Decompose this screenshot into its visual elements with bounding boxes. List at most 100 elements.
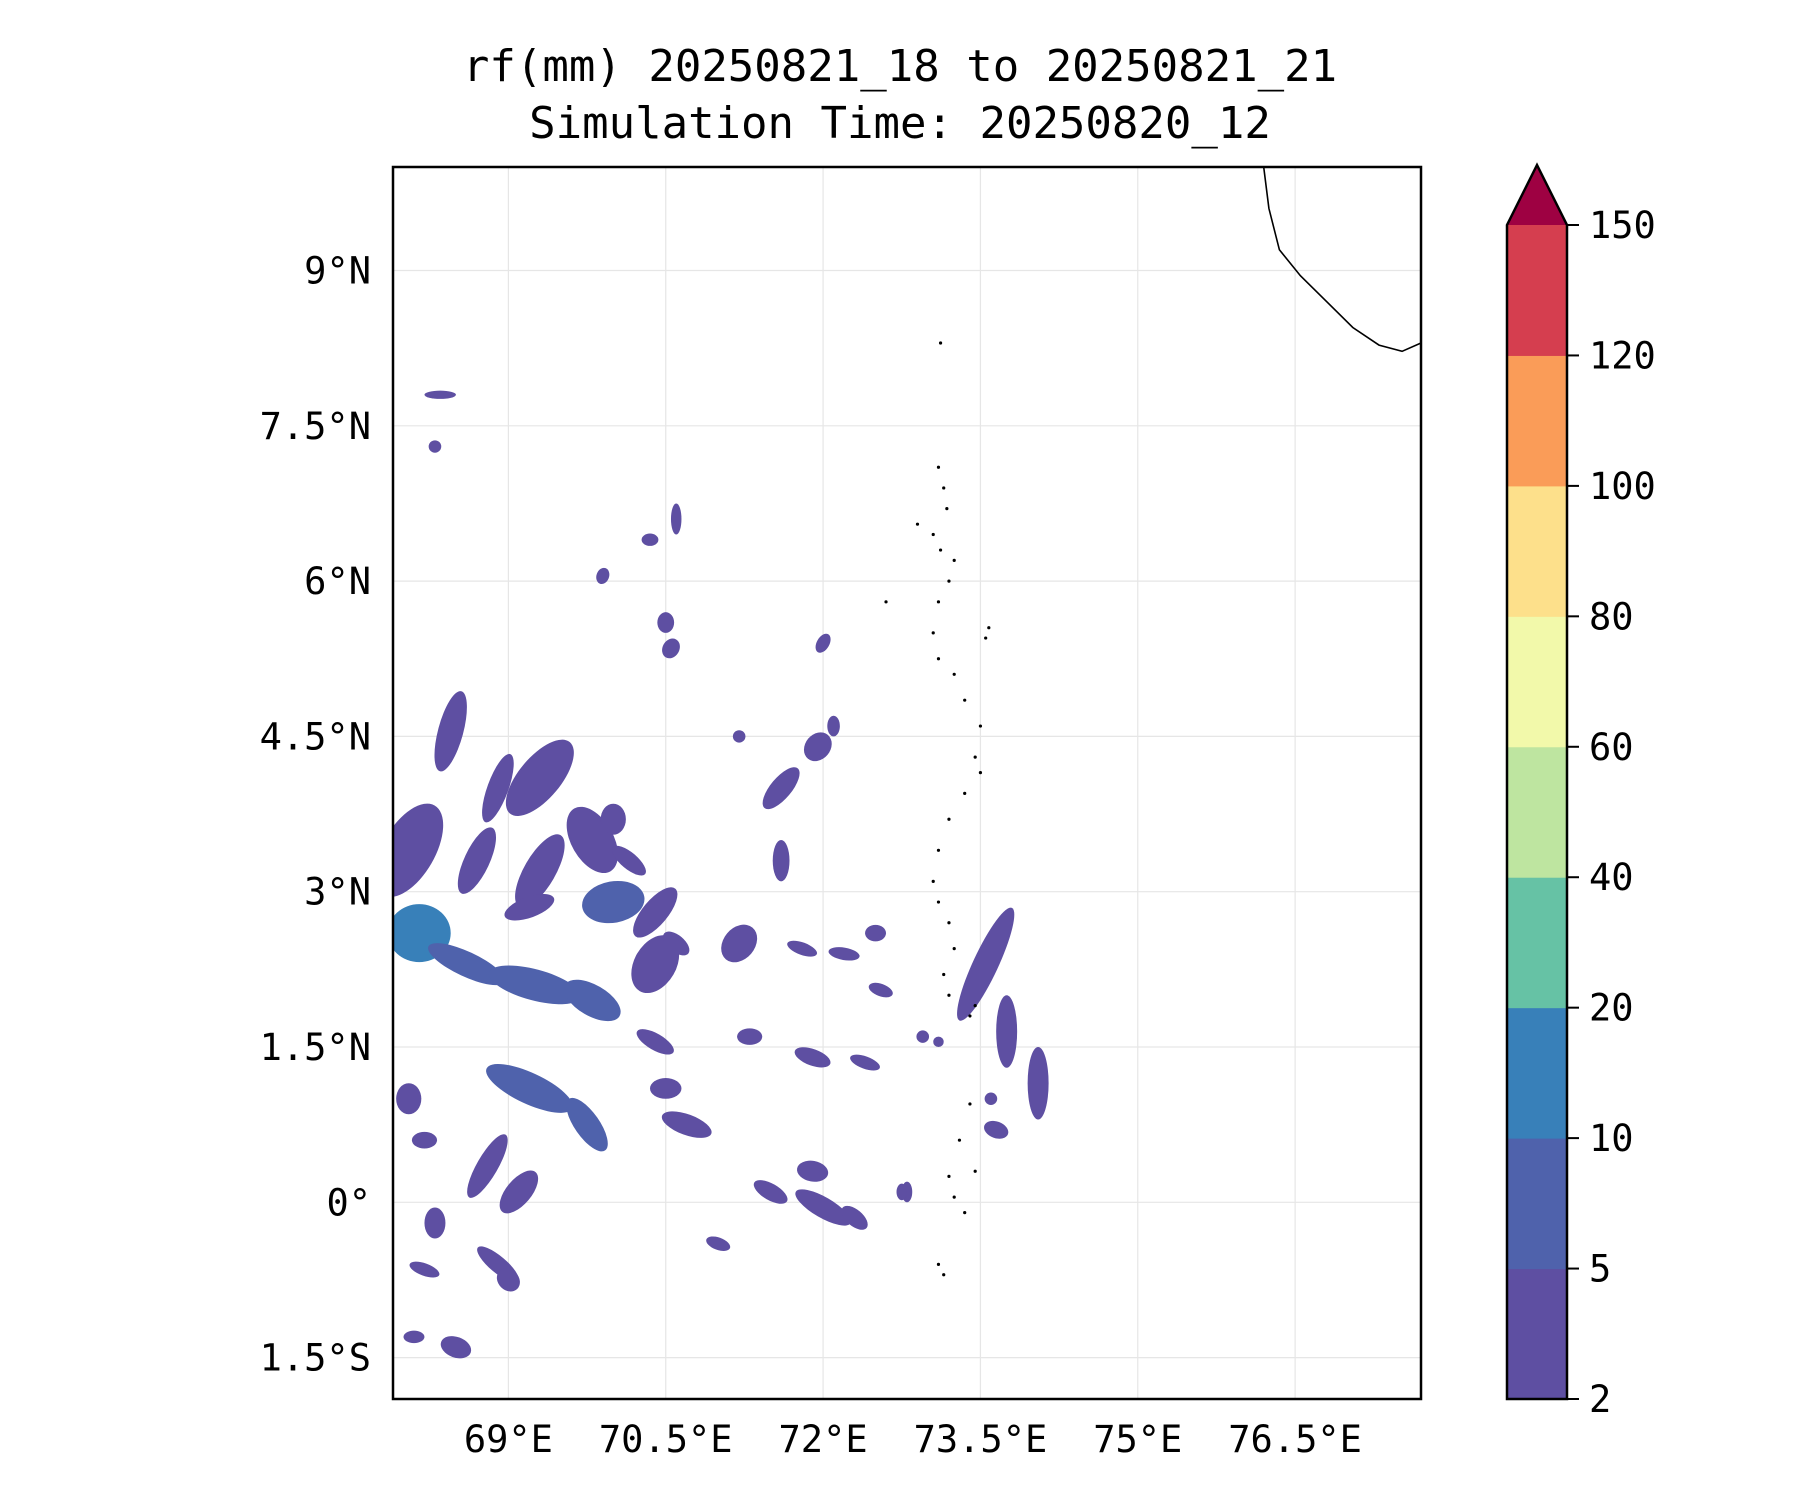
- lat-tick-label: 1.5°N: [260, 1026, 371, 1069]
- rain-cell: [612, 845, 646, 876]
- lon-tick-label: 75°E: [1093, 1418, 1182, 1461]
- lat-tick-label: 1.5°S: [260, 1337, 371, 1380]
- colorbar-extend-triangle: [1507, 165, 1567, 225]
- atoll-outline: [947, 921, 951, 925]
- colorbar-tick-label: 2: [1589, 1378, 1611, 1421]
- coastline-india: [1262, 167, 1421, 353]
- longitude-ticks: 69°E 70.5°E 72°E 73.5°E 75°E 76.5°E: [464, 1418, 1362, 1461]
- lon-tick-label: 70.5°E: [599, 1418, 733, 1461]
- colorbar-tick-label: 20: [1589, 987, 1634, 1030]
- atoll-outline: [968, 1102, 972, 1106]
- rain-cell: [795, 1189, 851, 1226]
- colorbar-segment: [1507, 1268, 1567, 1400]
- atoll-outline: [968, 1014, 972, 1018]
- colorbar-frame: [1505, 162, 1569, 1401]
- rain-cell: [815, 633, 831, 653]
- rain-cell: [661, 1111, 712, 1138]
- colorbar-segment: [1507, 355, 1567, 487]
- rain-cell: [457, 827, 497, 894]
- atoll-outline: [963, 698, 967, 702]
- atoll-outline: [936, 1262, 941, 1267]
- lon-tick-label: 72°E: [779, 1418, 868, 1461]
- rain-cell: [657, 612, 675, 633]
- atoll-outline: [978, 724, 983, 728]
- lat-tick-label: 9°N: [304, 250, 371, 293]
- rain-cell: [499, 1170, 539, 1214]
- rain-cell: [753, 1180, 788, 1204]
- lat-tick-label: 6°N: [304, 560, 371, 603]
- map-frame: [391, 165, 1423, 1401]
- atoll-outline: [931, 532, 935, 537]
- colorbar-segment: [1507, 616, 1567, 748]
- rain-cell: [827, 715, 840, 737]
- rain-cell: [841, 1205, 868, 1230]
- atoll-outline: [936, 465, 941, 469]
- rain-cell: [411, 1131, 438, 1149]
- atoll-outline: [942, 1273, 946, 1277]
- lat-tick-label: 4.5°N: [260, 715, 371, 758]
- rain-cell: [663, 931, 690, 956]
- colorbar-tick-label: 120: [1589, 334, 1656, 377]
- rain-cell: [828, 947, 860, 961]
- atoll-outline: [963, 791, 967, 795]
- colorbar-tick-label: 80: [1589, 595, 1634, 638]
- lon-tick-label: 76.5°E: [1228, 1418, 1362, 1461]
- atoll-outline: [942, 486, 946, 490]
- lon-tick-label: 69°E: [464, 1418, 553, 1461]
- lon-tick-label: 73.5°E: [914, 1418, 1048, 1461]
- rain-cell: [996, 995, 1018, 1068]
- atoll-outline: [947, 1174, 951, 1179]
- colorbar-segment: [1507, 877, 1567, 1009]
- colorbar-tick-label: 100: [1589, 465, 1656, 508]
- rain-cell: [393, 803, 444, 898]
- atoll-outline: [987, 626, 991, 630]
- colorbar-segment: [1507, 746, 1567, 878]
- atoll-outline: [936, 657, 941, 661]
- rain-cell: [504, 894, 555, 921]
- atoll-outline: [931, 879, 935, 883]
- colorbar-tick-label: 5: [1589, 1248, 1611, 1291]
- rain-cell: [482, 753, 514, 823]
- atoll-outline: [942, 972, 946, 977]
- rain-cell: [865, 924, 887, 942]
- atoll-outline: [973, 1003, 977, 1008]
- coastlines: [884, 167, 1421, 1277]
- atoll-outline: [938, 341, 943, 345]
- rain-cell: [496, 1268, 520, 1292]
- rain-cell: [505, 739, 574, 816]
- atoll-outline: [936, 600, 941, 604]
- rain-cell: [787, 940, 818, 957]
- colorbar-segment: [1507, 485, 1567, 617]
- atoll-outline: [931, 631, 935, 635]
- lat-tick-label: 0°: [326, 1181, 371, 1224]
- rain-cell: [732, 730, 746, 743]
- rainfall-contours: [393, 390, 1049, 1359]
- rain-cell: [662, 638, 680, 659]
- colorbar-segment: [1507, 1138, 1567, 1270]
- rain-cell: [434, 691, 467, 772]
- rain-cell: [582, 880, 645, 924]
- rain-cell: [467, 1134, 508, 1198]
- rain-cell: [488, 965, 581, 1005]
- colorbar-tick-label: 150: [1589, 204, 1656, 247]
- atoll-outline: [978, 771, 983, 775]
- colorbar-tick-label: 40: [1589, 856, 1634, 899]
- rain-cell: [794, 1047, 831, 1068]
- atoll-outline: [957, 1138, 962, 1142]
- colorbar-tick-label: 10: [1589, 1117, 1634, 1160]
- atoll-outline: [936, 900, 941, 904]
- rain-cell: [636, 1029, 674, 1055]
- rain-cell: [670, 503, 682, 535]
- rain-cell: [428, 943, 505, 986]
- atoll-outline: [952, 947, 956, 951]
- atoll-outline: [938, 548, 943, 552]
- rain-cell: [403, 1330, 425, 1344]
- rain-cell: [1027, 1047, 1049, 1120]
- atoll-outline: [936, 848, 941, 852]
- latitude-ticks: 9°N 7.5°N 6°N 4.5°N 3°N 1.5°N 0° 1.5°S: [260, 250, 371, 1380]
- rain-cell: [515, 834, 565, 908]
- atoll-outline: [884, 600, 888, 604]
- colorbar-tick-label: 60: [1589, 726, 1634, 769]
- atoll-outline: [973, 755, 977, 759]
